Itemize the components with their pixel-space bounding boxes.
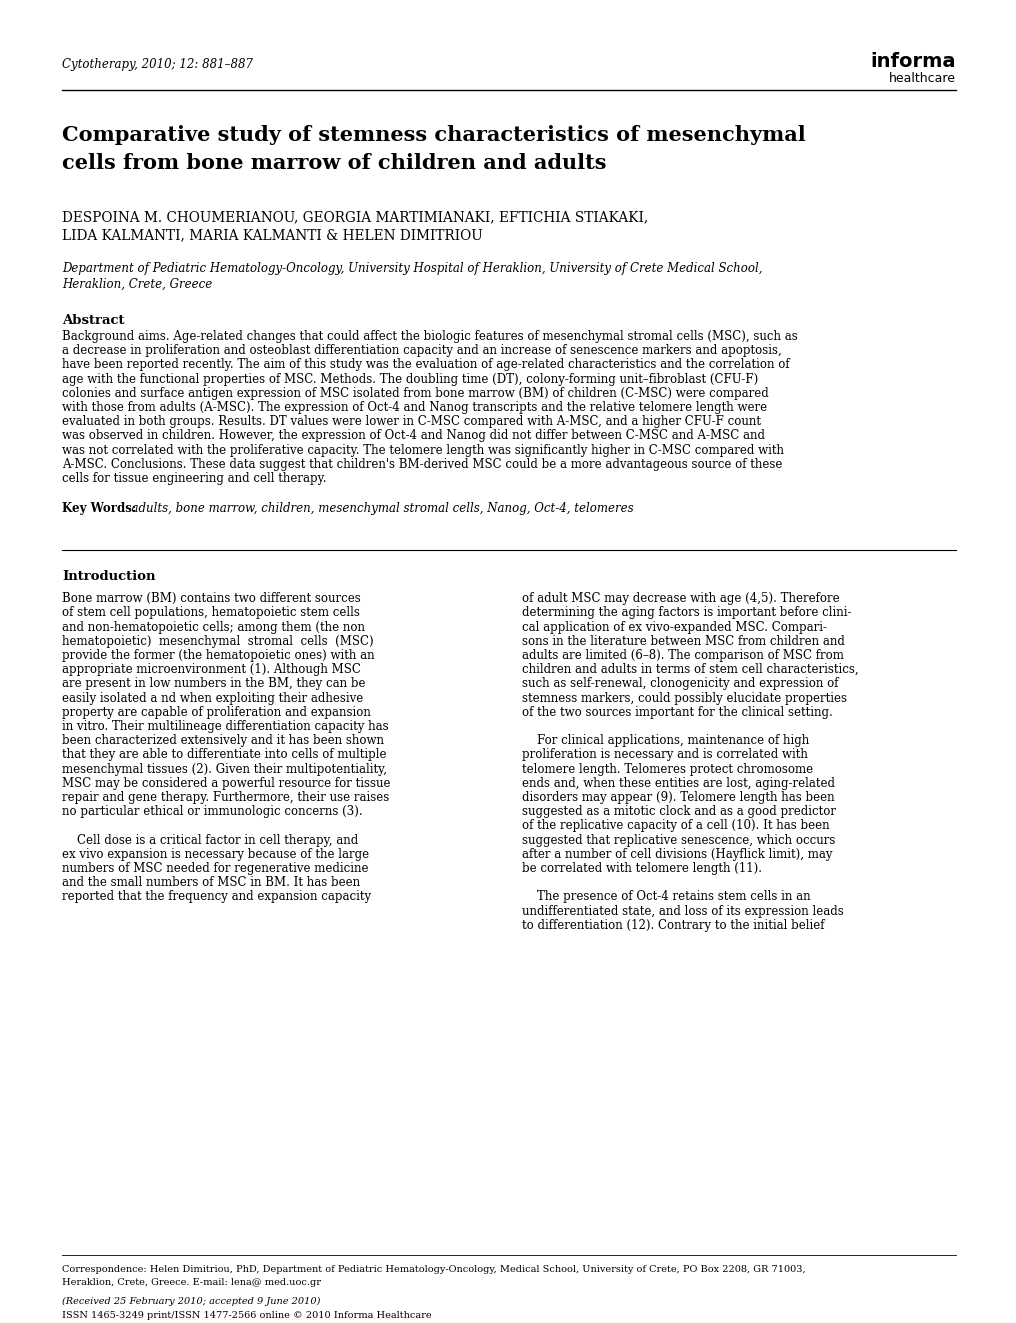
Text: easily isolated a nd when exploiting their adhesive: easily isolated a nd when exploiting the… — [62, 692, 364, 705]
Text: undifferentiated state, and loss of its expression leads: undifferentiated state, and loss of its … — [522, 905, 843, 918]
Text: adults are limited (6–8). The comparison of MSC from: adults are limited (6–8). The comparison… — [522, 650, 844, 662]
Text: be correlated with telomere length (11).: be correlated with telomere length (11). — [522, 863, 762, 875]
Text: cells for tissue engineering and cell therapy.: cells for tissue engineering and cell th… — [62, 472, 326, 486]
Text: evaluated in both groups. Results. DT values were lower in C-MSC compared with A: evaluated in both groups. Results. DT va… — [62, 415, 761, 429]
Text: MSC may be considered a powerful resource for tissue: MSC may be considered a powerful resourc… — [62, 777, 390, 790]
Text: disorders may appear (9). Telomere length has been: disorders may appear (9). Telomere lengt… — [522, 791, 834, 804]
Text: and the small numbers of MSC in BM. It has been: and the small numbers of MSC in BM. It h… — [62, 876, 360, 889]
Text: that they are able to differentiate into cells of multiple: that they are able to differentiate into… — [62, 749, 386, 762]
Text: such as self-renewal, clonogenicity and expression of: such as self-renewal, clonogenicity and … — [522, 677, 838, 691]
Text: was observed in children. However, the expression of Oct-4 and Nanog did not dif: was observed in children. However, the e… — [62, 430, 765, 442]
Text: stemness markers, could possibly elucidate properties: stemness markers, could possibly elucida… — [522, 692, 847, 705]
Text: age with the functional properties of MSC. Methods. The doubling time (DT), colo: age with the functional properties of MS… — [62, 373, 758, 385]
Text: Cell dose is a critical factor in cell therapy, and: Cell dose is a critical factor in cell t… — [62, 833, 359, 847]
Text: of adult MSC may decrease with age (4,5). Therefore: of adult MSC may decrease with age (4,5)… — [522, 593, 839, 605]
Text: ex vivo expansion is necessary because of the large: ex vivo expansion is necessary because o… — [62, 848, 369, 861]
Text: determining the aging factors is important before clini-: determining the aging factors is importa… — [522, 606, 851, 619]
Text: no particular ethical or immunologic concerns (3).: no particular ethical or immunologic con… — [62, 806, 363, 818]
Text: appropriate microenvironment (1). Although MSC: appropriate microenvironment (1). Althou… — [62, 663, 361, 676]
Text: of the two sources important for the clinical setting.: of the two sources important for the cli… — [522, 705, 833, 718]
Text: The presence of Oct-4 retains stem cells in an: The presence of Oct-4 retains stem cells… — [522, 890, 811, 904]
Text: reported that the frequency and expansion capacity: reported that the frequency and expansio… — [62, 890, 371, 904]
Text: Correspondence: Helen Dimitriou, PhD, Department of Pediatric Hematology-Oncolog: Correspondence: Helen Dimitriou, PhD, De… — [62, 1265, 806, 1274]
Text: Key Words:: Key Words: — [62, 503, 136, 515]
Text: of stem cell populations, hematopoietic stem cells: of stem cell populations, hematopoietic … — [62, 606, 360, 619]
Text: ends and, when these entities are lost, aging-related: ends and, when these entities are lost, … — [522, 777, 835, 790]
Text: after a number of cell divisions (Hayflick limit), may: after a number of cell divisions (Hayfli… — [522, 848, 832, 861]
Text: colonies and surface antigen expression of MSC isolated from bone marrow (BM) of: colonies and surface antigen expression … — [62, 386, 769, 400]
Text: property are capable of proliferation and expansion: property are capable of proliferation an… — [62, 705, 371, 718]
Text: was not correlated with the proliferative capacity. The telomere length was sign: was not correlated with the proliferativ… — [62, 443, 784, 456]
Text: to differentiation (12). Contrary to the initial belief: to differentiation (12). Contrary to the… — [522, 918, 825, 931]
Text: (Received 25 February 2010; accepted 9 June 2010): (Received 25 February 2010; accepted 9 J… — [62, 1297, 320, 1306]
Text: Department of Pediatric Hematology-Oncology, University Hospital of Heraklion, U: Department of Pediatric Hematology-Oncol… — [62, 262, 762, 275]
Text: mesenchymal tissues (2). Given their multipotentiality,: mesenchymal tissues (2). Given their mul… — [62, 762, 387, 775]
Text: proliferation is necessary and is correlated with: proliferation is necessary and is correl… — [522, 749, 808, 762]
Text: numbers of MSC needed for regenerative medicine: numbers of MSC needed for regenerative m… — [62, 863, 369, 875]
Text: Heraklion, Crete, Greece: Heraklion, Crete, Greece — [62, 278, 212, 291]
Text: A-MSC. Conclusions. These data suggest that children's BM-derived MSC could be a: A-MSC. Conclusions. These data suggest t… — [62, 458, 782, 471]
Text: children and adults in terms of stem cell characteristics,: children and adults in terms of stem cel… — [522, 663, 859, 676]
Text: Cytotherapy, 2010; 12: 881–887: Cytotherapy, 2010; 12: 881–887 — [62, 58, 253, 71]
Text: and non-hematopoietic cells; among them (the non: and non-hematopoietic cells; among them … — [62, 620, 365, 634]
Text: in vitro. Their multilineage differentiation capacity has: in vitro. Their multilineage differentia… — [62, 720, 389, 733]
Text: DESPOINA M. CHOUMERIANOU, GEORGIA MARTIMIANAKI, EFTICHIA STIAKAKI,: DESPOINA M. CHOUMERIANOU, GEORGIA MARTIM… — [62, 210, 648, 224]
Text: Abstract: Abstract — [62, 314, 125, 327]
Text: ISSN 1465-3249 print/ISSN 1477-2566 online © 2010 Informa Healthcare: ISSN 1465-3249 print/ISSN 1477-2566 onli… — [62, 1311, 432, 1320]
Text: For clinical applications, maintenance of high: For clinical applications, maintenance o… — [522, 734, 810, 747]
Text: adults, bone marrow, children, mesenchymal stromal cells, Nanog, Oct-4, telomere: adults, bone marrow, children, mesenchym… — [124, 503, 634, 515]
Text: Bone marrow (BM) contains two different sources: Bone marrow (BM) contains two different … — [62, 593, 361, 605]
Text: a decrease in proliferation and osteoblast differentiation capacity and an incre: a decrease in proliferation and osteobla… — [62, 344, 781, 357]
Text: of the replicative capacity of a cell (10). It has been: of the replicative capacity of a cell (1… — [522, 819, 830, 832]
Text: suggested as a mitotic clock and as a good predictor: suggested as a mitotic clock and as a go… — [522, 806, 836, 818]
Text: LIDA KALMANTI, MARIA KALMANTI & HELEN DIMITRIOU: LIDA KALMANTI, MARIA KALMANTI & HELEN DI… — [62, 228, 483, 242]
Text: suggested that replicative senescence, which occurs: suggested that replicative senescence, w… — [522, 833, 835, 847]
Text: provide the former (the hematopoietic ones) with an: provide the former (the hematopoietic on… — [62, 650, 375, 662]
Text: cells from bone marrow of children and adults: cells from bone marrow of children and a… — [62, 153, 607, 173]
Text: Background aims. Age-related changes that could affect the biologic features of : Background aims. Age-related changes tha… — [62, 329, 798, 343]
Text: informa: informa — [871, 52, 956, 71]
Text: healthcare: healthcare — [889, 71, 956, 85]
Text: Heraklion, Crete, Greece. E-mail: lena@ med.uoc.gr: Heraklion, Crete, Greece. E-mail: lena@ … — [62, 1278, 321, 1287]
Text: are present in low numbers in the BM, they can be: are present in low numbers in the BM, th… — [62, 677, 366, 691]
Text: repair and gene therapy. Furthermore, their use raises: repair and gene therapy. Furthermore, th… — [62, 791, 389, 804]
Text: with those from adults (A-MSC). The expression of Oct-4 and Nanog transcripts an: with those from adults (A-MSC). The expr… — [62, 401, 767, 414]
Text: sons in the literature between MSC from children and: sons in the literature between MSC from … — [522, 635, 845, 648]
Text: Comparative study of stemness characteristics of mesenchymal: Comparative study of stemness characteri… — [62, 124, 806, 146]
Text: cal application of ex vivo-expanded MSC. Compari-: cal application of ex vivo-expanded MSC.… — [522, 620, 827, 634]
Text: have been reported recently. The aim of this study was the evaluation of age-rel: have been reported recently. The aim of … — [62, 359, 789, 372]
Text: telomere length. Telomeres protect chromosome: telomere length. Telomeres protect chrom… — [522, 762, 813, 775]
Text: been characterized extensively and it has been shown: been characterized extensively and it ha… — [62, 734, 384, 747]
Text: hematopoietic)  mesenchymal  stromal  cells  (MSC): hematopoietic) mesenchymal stromal cells… — [62, 635, 374, 648]
Text: Introduction: Introduction — [62, 570, 155, 583]
